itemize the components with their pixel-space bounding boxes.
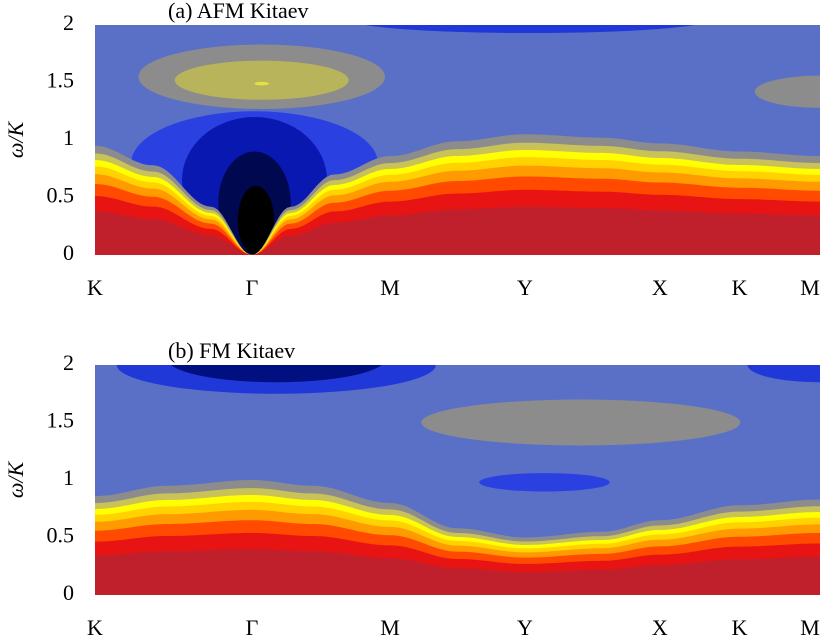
y-axis-label: ω/K — [3, 461, 28, 499]
y-axis-label: ω/K — [3, 121, 28, 159]
y-tick-label: 0.5 — [47, 183, 75, 208]
x-tick-label: Γ — [246, 275, 259, 300]
y-tick-label: 2 — [63, 10, 74, 35]
y-tick-label: 0.5 — [47, 523, 75, 548]
contour-region — [479, 473, 610, 492]
contour-region — [365, 25, 695, 34]
contour-region — [174, 60, 349, 100]
y-tick-label: 1 — [63, 125, 74, 150]
y-tick-label: 1.5 — [47, 408, 75, 433]
x-tick-label: Γ — [246, 615, 259, 640]
y-tick-label: 1.5 — [47, 68, 75, 93]
x-tick-label: K — [732, 275, 748, 300]
x-tick-label: Y — [517, 275, 533, 300]
x-tick-label: M — [800, 615, 820, 640]
contour-region — [421, 399, 741, 446]
contour-region — [421, 9, 639, 23]
x-tick-label: M — [800, 275, 820, 300]
y-tick-label: 0 — [63, 580, 74, 605]
panel-title: (b) FM Kitaev — [168, 338, 295, 363]
x-tick-label: X — [652, 615, 668, 640]
plot-area — [95, 365, 820, 595]
contour-region — [237, 186, 275, 255]
y-tick-label: 1 — [63, 465, 74, 490]
x-tick-label: K — [87, 615, 103, 640]
contour-band — [95, 206, 820, 255]
y-tick-label: 0 — [63, 240, 74, 265]
panel-title: (a) AFM Kitaev — [168, 0, 309, 23]
x-tick-label: K — [732, 615, 748, 640]
y-tick-label: 2 — [63, 350, 74, 375]
x-tick-label: K — [87, 275, 103, 300]
plot-area — [95, 9, 820, 255]
contour-region — [254, 81, 269, 86]
contour-region — [170, 365, 382, 383]
x-tick-label: X — [652, 275, 668, 300]
x-tick-label: M — [380, 275, 400, 300]
contour-region — [747, 365, 820, 383]
x-tick-label: M — [380, 615, 400, 640]
x-tick-label: Y — [517, 615, 533, 640]
contour-band — [95, 549, 820, 595]
contour-region — [754, 75, 820, 108]
